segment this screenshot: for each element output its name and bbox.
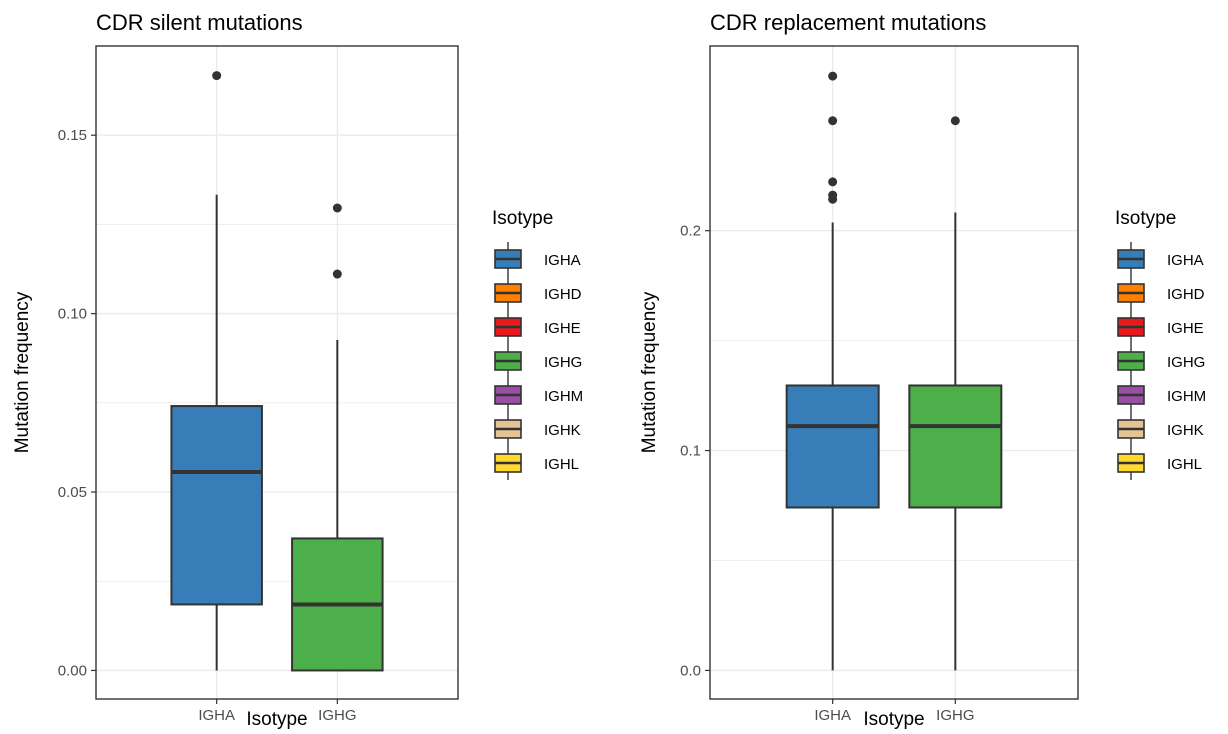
legend-item-ighg: IGHG bbox=[494, 344, 582, 378]
legend-item-ighg: IGHG bbox=[1117, 344, 1205, 378]
legend-title: Isotype bbox=[1115, 208, 1176, 229]
legend-item-ighm: IGHM bbox=[1117, 378, 1206, 412]
legend-item-ighm: IGHM bbox=[494, 378, 583, 412]
legend-item-igha: IGHA bbox=[494, 242, 581, 276]
y-tick-label: 0.00 bbox=[58, 662, 87, 679]
legend: Isotype IGHA IGHD IGHE IGHG IGHM IGHK IGHL bbox=[1115, 208, 1206, 480]
outlier-point bbox=[332, 203, 342, 213]
legend-item-label: IGHA bbox=[1167, 252, 1204, 269]
y-tick-label: 0.0 bbox=[680, 662, 701, 679]
panel-2: 0.0 0.1 0.2 IGHA IGHG CDR replacement mutatio… bbox=[639, 10, 1206, 730]
x-tick-label: IGHG bbox=[318, 707, 356, 724]
y-tick-label: 0.05 bbox=[58, 484, 87, 501]
legend-item-ighk: IGHK bbox=[1117, 412, 1204, 446]
x-tick-label: IGHA bbox=[198, 707, 235, 724]
box-ighg bbox=[908, 116, 1003, 671]
legend-item-igha: IGHA bbox=[1117, 242, 1204, 276]
legend-item-label: IGHD bbox=[1167, 286, 1205, 303]
box-iqr bbox=[170, 405, 263, 606]
legend-item-ighk: IGHK bbox=[494, 412, 581, 446]
legend-item-label: IGHG bbox=[544, 354, 582, 371]
box-iqr bbox=[908, 384, 1003, 509]
panel-border bbox=[709, 45, 1079, 700]
y-axis-title: Mutation frequency bbox=[12, 291, 33, 453]
legend-item-label: IGHM bbox=[544, 388, 583, 405]
outlier-point bbox=[828, 190, 838, 200]
legend-item-label: IGHK bbox=[1167, 422, 1204, 439]
outlier-point bbox=[828, 177, 838, 187]
x-tick-label: IGHG bbox=[936, 707, 974, 724]
outlier-point bbox=[828, 71, 838, 81]
outlier-point bbox=[212, 71, 222, 81]
box-igha bbox=[170, 71, 263, 671]
chart-title: CDR silent mutations bbox=[96, 10, 303, 35]
y-tick-label: 0.2 bbox=[680, 223, 701, 240]
y-tick-label: 0.15 bbox=[58, 127, 87, 144]
box-iqr bbox=[785, 384, 880, 509]
panel-border bbox=[95, 45, 459, 700]
legend-item-label: IGHA bbox=[544, 252, 581, 269]
legend-item-ighd: IGHD bbox=[494, 276, 582, 310]
y-tick-label: 0.1 bbox=[680, 443, 701, 460]
outlier-point bbox=[950, 116, 960, 126]
legend-item-ighe: IGHE bbox=[494, 310, 581, 344]
x-tick-label: IGHA bbox=[814, 707, 851, 724]
y-axis-title: Mutation frequency bbox=[639, 291, 660, 453]
legend-item-ighl: IGHL bbox=[1117, 446, 1202, 480]
panel-1: 0.00 0.05 0.10 0.15 IGHA IGHG CDR silent mutat… bbox=[12, 10, 583, 730]
legend-item-label: IGHG bbox=[1167, 354, 1205, 371]
legend-item-label: IGHE bbox=[1167, 320, 1204, 337]
legend: Isotype IGHA IGHD IGHE IGHG IGHM IGHK IGHL bbox=[492, 208, 583, 480]
chart-title: CDR replacement mutations bbox=[710, 10, 986, 35]
legend-item-ighd: IGHD bbox=[1117, 276, 1205, 310]
box-ighg bbox=[291, 203, 384, 672]
legend-item-ighl: IGHL bbox=[494, 446, 579, 480]
outlier-point bbox=[828, 116, 838, 126]
x-axis-title: Isotype bbox=[246, 709, 307, 730]
legend-item-label: IGHD bbox=[544, 286, 582, 303]
legend-item-label: IGHK bbox=[544, 422, 581, 439]
outlier-point bbox=[332, 269, 342, 279]
box-igha bbox=[785, 71, 880, 671]
legend-item-label: IGHL bbox=[1167, 456, 1202, 473]
legend-item-ighe: IGHE bbox=[1117, 310, 1204, 344]
legend-item-label: IGHL bbox=[544, 456, 579, 473]
legend-title: Isotype bbox=[492, 208, 553, 229]
legend-item-label: IGHM bbox=[1167, 388, 1206, 405]
legend-item-label: IGHE bbox=[544, 320, 581, 337]
x-axis-title: Isotype bbox=[863, 709, 924, 730]
y-tick-label: 0.10 bbox=[58, 306, 87, 323]
